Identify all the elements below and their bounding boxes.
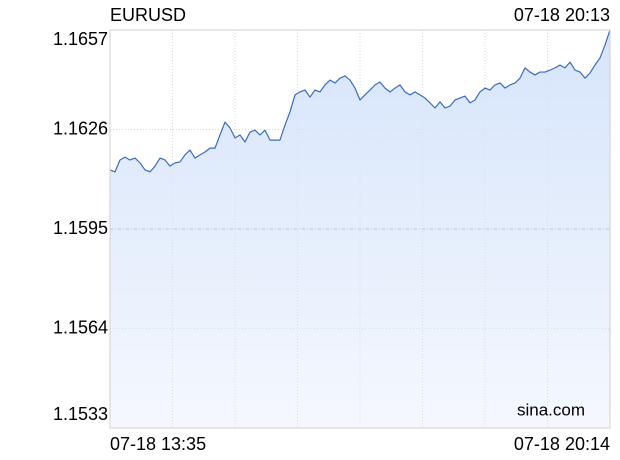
area xyxy=(110,30,610,428)
price-line xyxy=(109,29,611,173)
y-tick-label: 1.1533 xyxy=(53,404,108,424)
y-tick-label: 1.1657 xyxy=(53,29,108,49)
watermark: sina.com xyxy=(517,400,585,419)
y-tick-label: 1.1564 xyxy=(53,317,108,337)
x-tick-label: 07-18 13:35 xyxy=(110,434,206,454)
x-tick-label: 07-18 20:14 xyxy=(514,434,610,454)
y-tick-label: 1.1626 xyxy=(53,118,108,138)
y-tick-label: 1.1595 xyxy=(53,218,108,238)
plot-frame xyxy=(109,29,611,429)
timestamp: 07-18 20:13 xyxy=(514,5,610,25)
chart-title: EURUSD xyxy=(110,5,186,25)
